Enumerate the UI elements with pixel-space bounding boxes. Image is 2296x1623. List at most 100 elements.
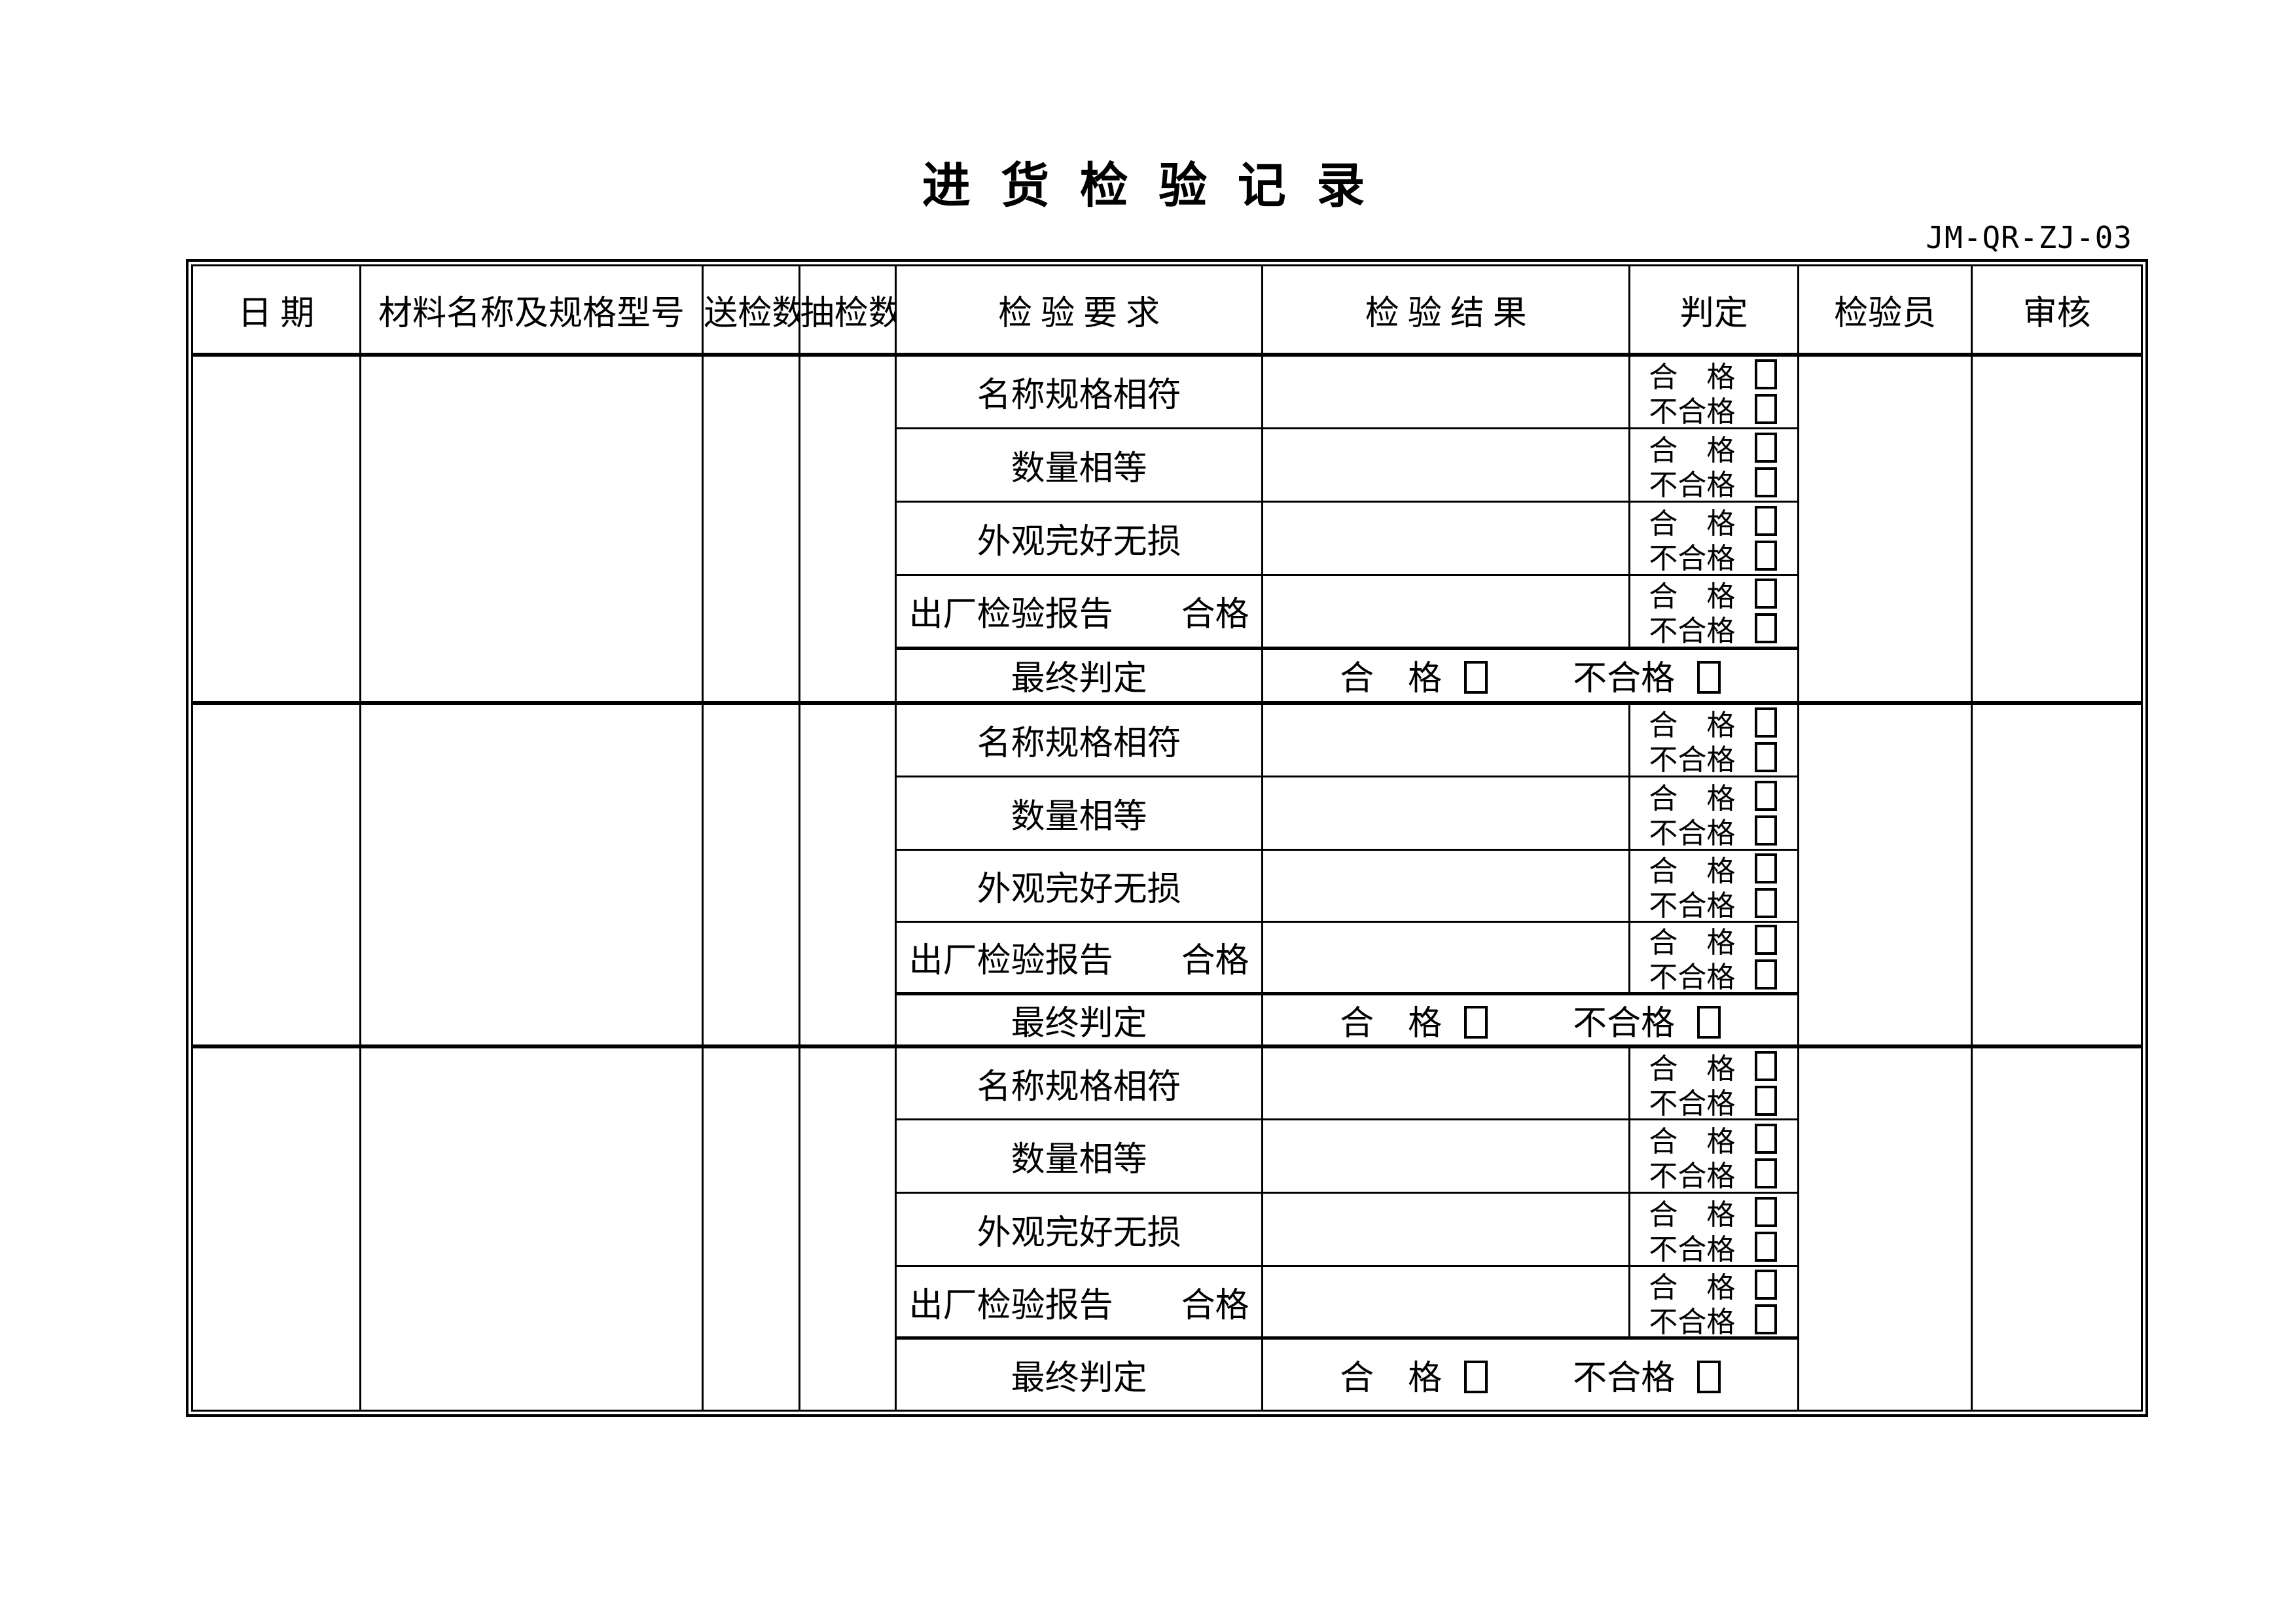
audit-cell[interactable]: [1971, 701, 2143, 1047]
pass-checkbox[interactable]: [1755, 1269, 1778, 1300]
inspector-cell[interactable]: [1797, 353, 1973, 704]
pass-checkbox[interactable]: [1755, 853, 1778, 883]
result-cell[interactable]: [1261, 1118, 1631, 1194]
requirement-label: 出厂检验报告 合格: [895, 920, 1264, 995]
requirement-label: 名称规格相符: [895, 1044, 1264, 1120]
fail-checkbox[interactable]: [1755, 959, 1778, 990]
judgement-cell: 合 格不合格: [1628, 1192, 1800, 1267]
inspector-cell[interactable]: [1797, 701, 1973, 1047]
fail-option-label: 不合格: [1649, 469, 1736, 501]
fail-option: 不合格: [1649, 1083, 1796, 1118]
fail-checkbox[interactable]: [1755, 1232, 1778, 1262]
sample-count-cell[interactable]: [798, 1044, 897, 1412]
final-fail-checkbox[interactable]: [1697, 1361, 1721, 1393]
requirement-label: 外观完好无损: [895, 1192, 1264, 1267]
fail-checkbox[interactable]: [1755, 1158, 1778, 1188]
fail-checkbox[interactable]: [1755, 467, 1778, 497]
pass-option-label: 合 格: [1649, 1199, 1736, 1231]
final-judgement-cell: 合 格 不合格: [1261, 646, 1800, 704]
result-cell[interactable]: [1261, 848, 1631, 923]
result-cell[interactable]: [1261, 1044, 1631, 1120]
sample-count-cell[interactable]: [798, 701, 897, 1047]
audit-cell[interactable]: [1971, 1044, 2143, 1412]
result-cell[interactable]: [1261, 500, 1631, 576]
requirement-label: 数量相等: [895, 775, 1264, 851]
material-cell[interactable]: [359, 1044, 704, 1412]
document-code: JM-QR-ZJ-03: [1926, 220, 2132, 255]
pass-option-label: 合 格: [1649, 1126, 1736, 1158]
material-cell[interactable]: [359, 701, 704, 1047]
group-3-row-3: 外观完好无损 合 格不合格: [192, 1192, 2142, 1267]
pass-option: 合 格: [1649, 359, 1796, 393]
fail-checkbox[interactable]: [1755, 394, 1778, 425]
group-1-row-3: 外观完好无损 合 格不合格: [192, 500, 2142, 576]
result-cell[interactable]: [1261, 573, 1631, 649]
pass-checkbox[interactable]: [1755, 359, 1778, 390]
header-date: 日 期: [191, 264, 361, 357]
fail-checkbox[interactable]: [1755, 887, 1778, 918]
group-1-row-4: 出厂检验报告 合格 合 格不合格: [192, 573, 2142, 649]
audit-cell[interactable]: [1971, 353, 2143, 704]
final-label: 最终判定: [895, 1336, 1264, 1412]
result-cell[interactable]: [1261, 701, 1631, 777]
fail-option: 不合格: [1649, 1230, 1796, 1264]
pass-checkbox[interactable]: [1755, 925, 1778, 955]
sent-count-cell[interactable]: [702, 701, 800, 1047]
pass-checkbox[interactable]: [1755, 780, 1778, 811]
pass-option-label: 合 格: [1649, 1271, 1736, 1304]
pass-checkbox[interactable]: [1755, 432, 1778, 463]
result-cell[interactable]: [1261, 1265, 1631, 1339]
result-cell[interactable]: [1261, 920, 1631, 995]
final-fail-option-label: 不合格: [1573, 1005, 1676, 1043]
pass-option-label: 合 格: [1649, 1052, 1736, 1085]
final-pass-checkbox[interactable]: [1464, 1361, 1488, 1393]
page-title: 进 货 检 验 记 录: [922, 160, 1374, 213]
sent-count-cell[interactable]: [702, 1044, 800, 1412]
header-result: 检 验 结 果: [1261, 264, 1631, 357]
result-cell[interactable]: [1261, 775, 1631, 851]
pass-option: 合 格: [1649, 778, 1796, 815]
pass-checkbox[interactable]: [1755, 707, 1778, 738]
inspection-record-table: 日 期 材料名称及规格型号 送检数 抽检数 检 验 要 求 检 验 结 果 判定…: [186, 259, 2148, 1417]
pass-checkbox[interactable]: [1755, 1124, 1778, 1154]
group-1-row-2: 数量相等 合 格不合格: [192, 427, 2142, 503]
sample-count-cell[interactable]: [798, 353, 897, 704]
judgement-cell: 合 格不合格: [1628, 701, 1800, 777]
pass-checkbox[interactable]: [1755, 1050, 1778, 1081]
date-cell[interactable]: [191, 1044, 361, 1412]
final-pass-checkbox[interactable]: [1464, 661, 1488, 694]
final-fail-checkbox[interactable]: [1697, 661, 1721, 694]
fail-checkbox[interactable]: [1755, 742, 1778, 773]
material-cell[interactable]: [359, 353, 704, 704]
pass-checkbox[interactable]: [1755, 505, 1778, 536]
pass-option-label: 合 格: [1649, 434, 1736, 467]
pass-option-label: 合 格: [1649, 927, 1736, 959]
judgement-cell: 合 格不合格: [1628, 353, 1800, 429]
requirement-label: 数量相等: [895, 427, 1264, 503]
fail-option: 不合格: [1649, 392, 1796, 426]
pass-checkbox[interactable]: [1755, 579, 1778, 609]
requirement-label: 出厂检验报告 合格: [895, 1265, 1264, 1339]
fail-checkbox[interactable]: [1755, 1085, 1778, 1116]
fail-checkbox[interactable]: [1755, 1304, 1778, 1334]
fail-checkbox[interactable]: [1755, 540, 1778, 571]
fail-option-label: 不合格: [1649, 615, 1736, 647]
result-cell[interactable]: [1261, 427, 1631, 503]
final-pass-checkbox[interactable]: [1464, 1005, 1488, 1039]
date-cell[interactable]: [191, 353, 361, 704]
sent-count-cell[interactable]: [702, 353, 800, 704]
fail-checkbox[interactable]: [1755, 613, 1778, 643]
date-cell[interactable]: [191, 701, 361, 1047]
inspector-cell[interactable]: [1797, 1044, 1973, 1412]
fail-option: 不合格: [1649, 957, 1796, 993]
final-fail-checkbox[interactable]: [1697, 1005, 1721, 1039]
fail-option-label: 不合格: [1649, 961, 1736, 993]
result-cell[interactable]: [1261, 353, 1631, 429]
final-label: 最终判定: [895, 646, 1264, 704]
judgement-cell: 合 格不合格: [1628, 848, 1800, 923]
fail-option: 不合格: [1649, 740, 1796, 774]
fail-checkbox[interactable]: [1755, 815, 1778, 846]
pass-checkbox[interactable]: [1755, 1197, 1778, 1227]
fail-option: 不合格: [1649, 885, 1796, 919]
result-cell[interactable]: [1261, 1192, 1631, 1267]
